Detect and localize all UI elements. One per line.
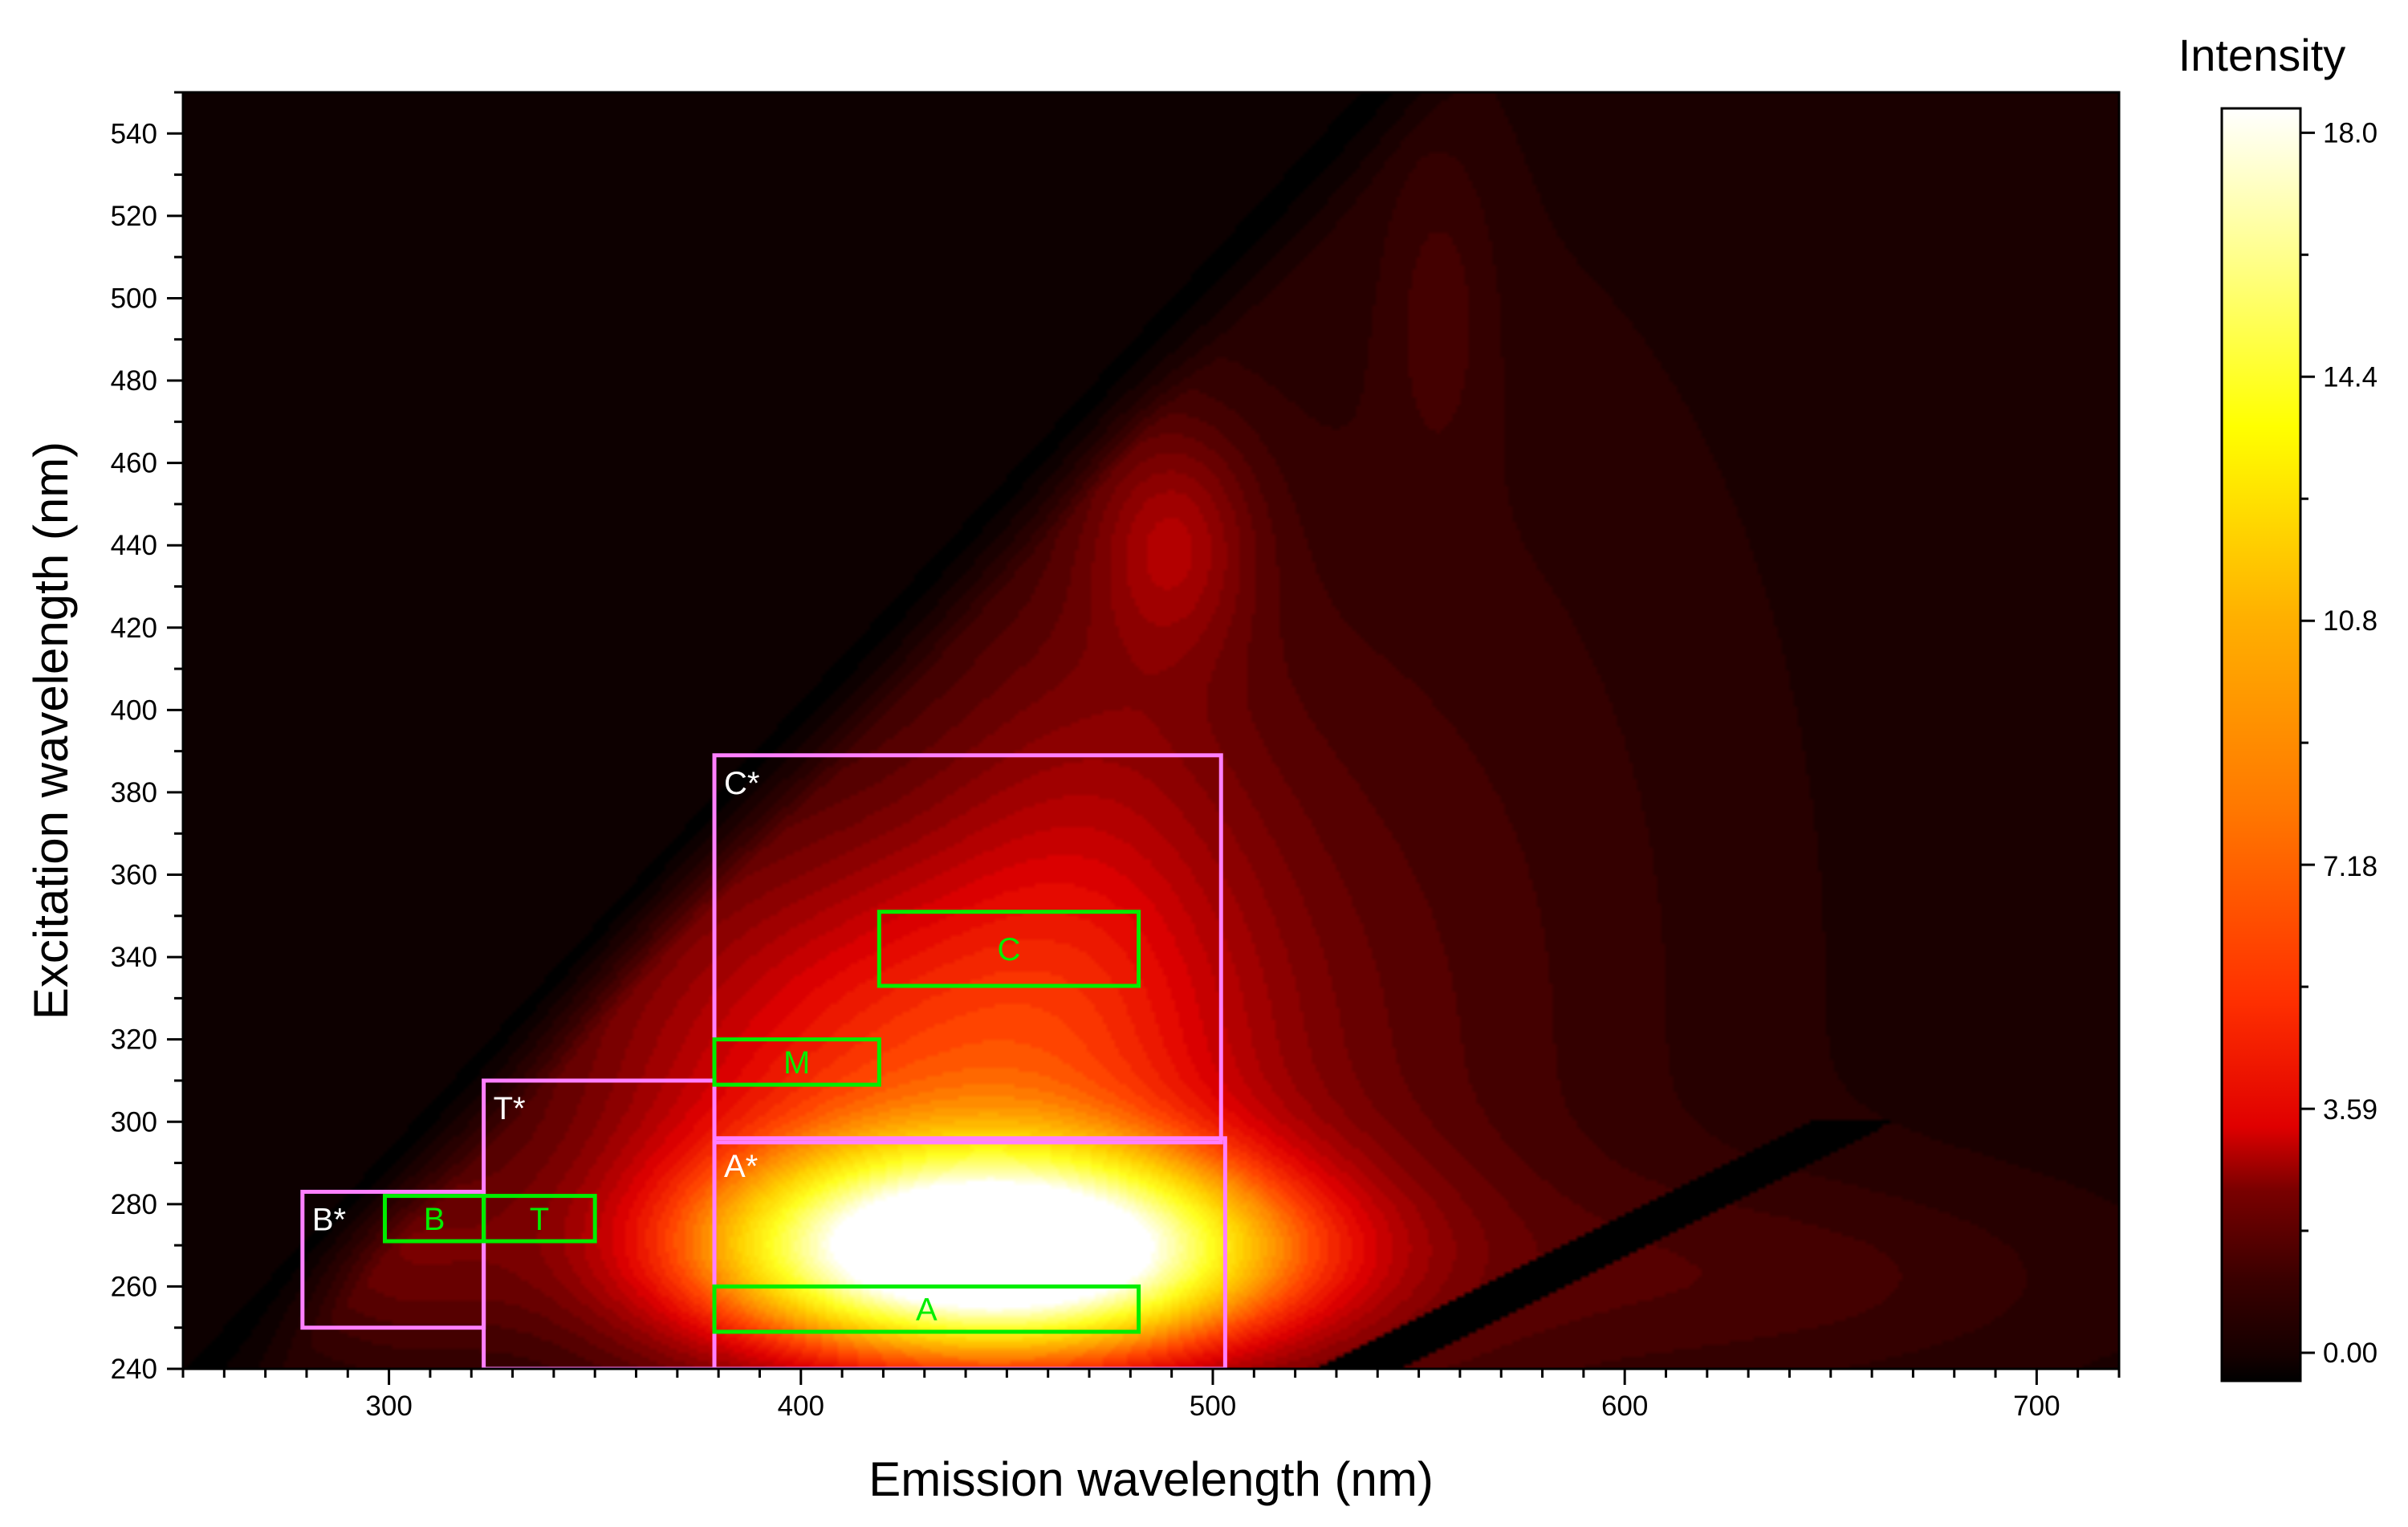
colorbar-tick-label: 18.0 <box>2323 117 2377 149</box>
x-tick-label: 700 <box>2013 1391 2060 1422</box>
colorbar: 0.00 3.59 7.18 10.8 14.4 18.0 Intensity <box>2178 30 2377 1382</box>
region-box-c-star <box>712 753 1223 1145</box>
region-label-t: T <box>530 1202 549 1237</box>
colorbar-tick-label: 10.8 <box>2323 605 2377 637</box>
heatmap-layer <box>183 92 2119 1369</box>
y-tick-label: 460 <box>111 448 157 479</box>
colorbar-tick-label: 7.18 <box>2323 851 2377 882</box>
y-tick-label: 280 <box>111 1189 157 1220</box>
y-tick-label: 420 <box>111 613 157 644</box>
plot-frame <box>181 91 2121 1370</box>
y-tick-label: 520 <box>111 201 157 232</box>
region-label-a-star: A* <box>724 1149 758 1184</box>
y-axis: 240 260 280 300 320 340 360 380 400 420 440 460 480 5… <box>111 91 183 1385</box>
region-label-b: B <box>424 1202 445 1237</box>
region-box-a <box>712 1284 1141 1334</box>
region-label-b-star: B* <box>312 1202 346 1237</box>
y-tick-label: 400 <box>111 694 157 726</box>
y-tick-label: 340 <box>111 942 157 973</box>
region-box-c <box>877 910 1141 988</box>
colorbar-tick-label: 3.59 <box>2323 1094 2377 1126</box>
y-tick-label: 320 <box>111 1024 157 1056</box>
region-label-t-star: T* <box>494 1091 526 1126</box>
y-tick-label: 480 <box>111 365 157 397</box>
y-tick-label: 360 <box>111 860 157 891</box>
region-label-c-star: C* <box>724 766 759 801</box>
colorbar-tick-label: 14.4 <box>2323 361 2377 393</box>
x-tick-label: 500 <box>1190 1391 1236 1422</box>
region-label-a: A <box>916 1293 938 1328</box>
y-tick-label: 440 <box>111 530 157 561</box>
x-tick-label: 400 <box>778 1391 824 1422</box>
x-axis-title: Emission wavelength (nm) <box>868 1452 1434 1506</box>
region-box-t <box>482 1194 597 1244</box>
y-tick-label: 380 <box>111 777 157 808</box>
colorbar-title: Intensity <box>2178 30 2346 80</box>
x-tick-label: 300 <box>365 1391 412 1422</box>
y-tick-label: 260 <box>111 1271 157 1302</box>
region-box-m <box>712 1037 881 1087</box>
colorbar-tick-label: 0.00 <box>2323 1338 2377 1369</box>
y-axis-title: Excitation wavelength (nm) <box>24 442 78 1020</box>
region-label-m: M <box>783 1045 810 1081</box>
y-tick-label: 240 <box>111 1354 157 1385</box>
colorbar-ticks: 0.00 3.59 7.18 10.8 14.4 18.0 <box>2300 117 2377 1369</box>
heatmap-image <box>183 92 2119 1369</box>
y-tick-label: 500 <box>111 283 157 314</box>
region-label-c: C <box>998 932 1021 967</box>
x-axis: 300 400 500 600 700 <box>181 1369 2121 1422</box>
colorbar-gradient <box>2220 107 2302 1382</box>
y-tick-label: 300 <box>111 1106 157 1138</box>
x-tick-label: 600 <box>1601 1391 1648 1422</box>
y-tick-label: 540 <box>111 118 157 149</box>
